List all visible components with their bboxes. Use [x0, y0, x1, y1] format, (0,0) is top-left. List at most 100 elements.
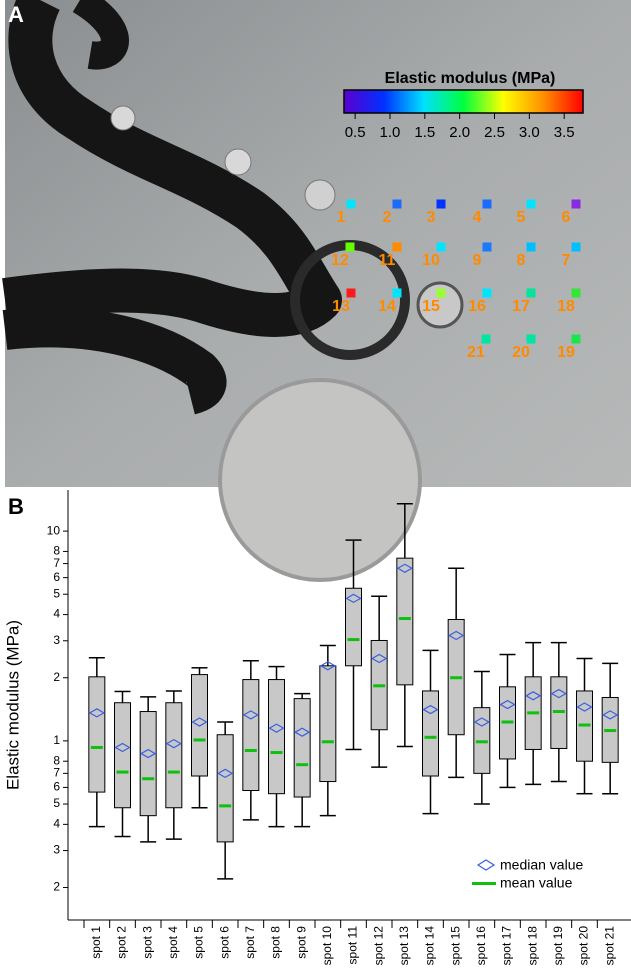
mean-marker: [475, 740, 488, 744]
box: [319, 665, 337, 783]
box: [88, 676, 106, 793]
median-marker: [447, 630, 465, 641]
y-axis-label: Elastic modulus (MPa): [3, 620, 22, 790]
panel-label: B: [8, 494, 24, 519]
x-tick-label: spot 21: [602, 926, 616, 966]
y-tick-label: 10: [47, 523, 61, 537]
y-tick-label: 3: [53, 633, 60, 647]
bubble: [110, 105, 136, 131]
spot-label: 4: [473, 209, 482, 226]
bubble: [218, 378, 422, 582]
tube: [2, 0, 342, 337]
x-tick-label: spot 2: [115, 926, 129, 959]
x-tick-label: spot 12: [371, 926, 385, 966]
tube: [72, 0, 129, 70]
median-marker: [319, 661, 337, 671]
spot-marker: [481, 334, 491, 344]
median-marker: [293, 727, 311, 737]
spot-label: 10: [422, 252, 440, 269]
colorbar-tick-label: 3.0: [519, 124, 540, 141]
spot-marker: [571, 334, 581, 344]
box: [242, 679, 260, 792]
spot-marker: [571, 199, 581, 209]
box: [139, 711, 157, 817]
median-marker: [268, 723, 285, 733]
box: [293, 698, 311, 798]
legend-median-marker: [476, 859, 496, 871]
y-tick-label: 7: [53, 766, 60, 780]
colorbar: [343, 89, 584, 114]
spot-label: 14: [378, 298, 396, 315]
spot-label: 6: [562, 209, 571, 226]
mean-marker: [270, 751, 283, 755]
mean-marker: [321, 740, 334, 744]
spot-marker: [526, 199, 536, 209]
box: [422, 690, 439, 777]
spot-marker: [392, 288, 402, 298]
spot-label: 19: [557, 344, 575, 361]
box: [345, 587, 362, 667]
legend-label: median value: [500, 857, 583, 873]
x-tick-label: spot 9: [294, 926, 308, 959]
mean-marker: [424, 735, 437, 739]
colorbar-tick-label: 1.0: [380, 124, 401, 141]
median-marker: [216, 768, 234, 779]
median-marker: [524, 691, 542, 701]
spot-marker: [482, 288, 492, 298]
mean-marker: [142, 777, 155, 781]
spot-marker: [346, 288, 356, 298]
median-marker: [345, 593, 362, 604]
y-tick-label: 7: [53, 556, 60, 570]
spot-label: 3: [427, 209, 436, 226]
x-tick-label: spot 7: [243, 926, 257, 959]
mean-marker: [527, 711, 540, 715]
colorbar-tick-label: 2.0: [449, 124, 470, 141]
x-tick-label: spot 10: [320, 926, 334, 966]
median-marker: [139, 748, 157, 759]
spot-marker: [526, 288, 536, 298]
mean-marker: [578, 723, 591, 727]
y-tick-label: 8: [53, 544, 60, 558]
y-tick-label: 1: [53, 733, 60, 747]
y-tick-label: 5: [53, 586, 60, 600]
y-tick-label: 6: [53, 780, 60, 794]
spot-label: 9: [473, 252, 482, 269]
spot-marker: [345, 242, 355, 252]
y-tick-label: 6: [53, 570, 60, 584]
colorbar-tick-label: 2.5: [484, 124, 505, 141]
spot-marker: [436, 242, 446, 252]
x-tick-label: spot 8: [269, 926, 283, 959]
median-marker: [601, 710, 619, 720]
mean-marker: [604, 729, 617, 733]
mean-marker: [552, 710, 565, 714]
panel-label: A: [8, 2, 24, 27]
spot-label: 7: [562, 252, 571, 269]
spot-marker: [436, 288, 446, 298]
x-tick-label: spot 11: [346, 926, 360, 965]
spot-marker: [436, 199, 446, 209]
box: [114, 702, 131, 809]
median-marker: [499, 699, 516, 710]
box: [216, 734, 234, 843]
x-tick-label: spot 15: [448, 926, 462, 966]
colorbar-title: Elastic modulus (MPa): [385, 70, 556, 87]
x-tick-label: spot 5: [192, 926, 206, 959]
box: [396, 557, 414, 686]
spot-label: 13: [332, 298, 350, 315]
mean-marker: [167, 770, 180, 774]
median-marker: [422, 704, 439, 715]
median-marker: [473, 717, 491, 727]
bubble: [416, 281, 464, 329]
y-tick-label: 8: [53, 753, 60, 767]
spot-marker: [571, 288, 581, 298]
bubble: [224, 148, 252, 176]
median-marker: [191, 717, 208, 727]
colorbar-tick-label: 1.5: [414, 124, 435, 141]
median-marker: [370, 653, 388, 664]
photo: A Elastic modulus (MPa): [2, 0, 631, 582]
spot-marker: [571, 242, 581, 252]
spot-label: 8: [517, 252, 526, 269]
bubble: [304, 179, 336, 211]
x-tick-label: spot 19: [551, 926, 565, 966]
x-tick-label: spot 20: [577, 926, 591, 966]
